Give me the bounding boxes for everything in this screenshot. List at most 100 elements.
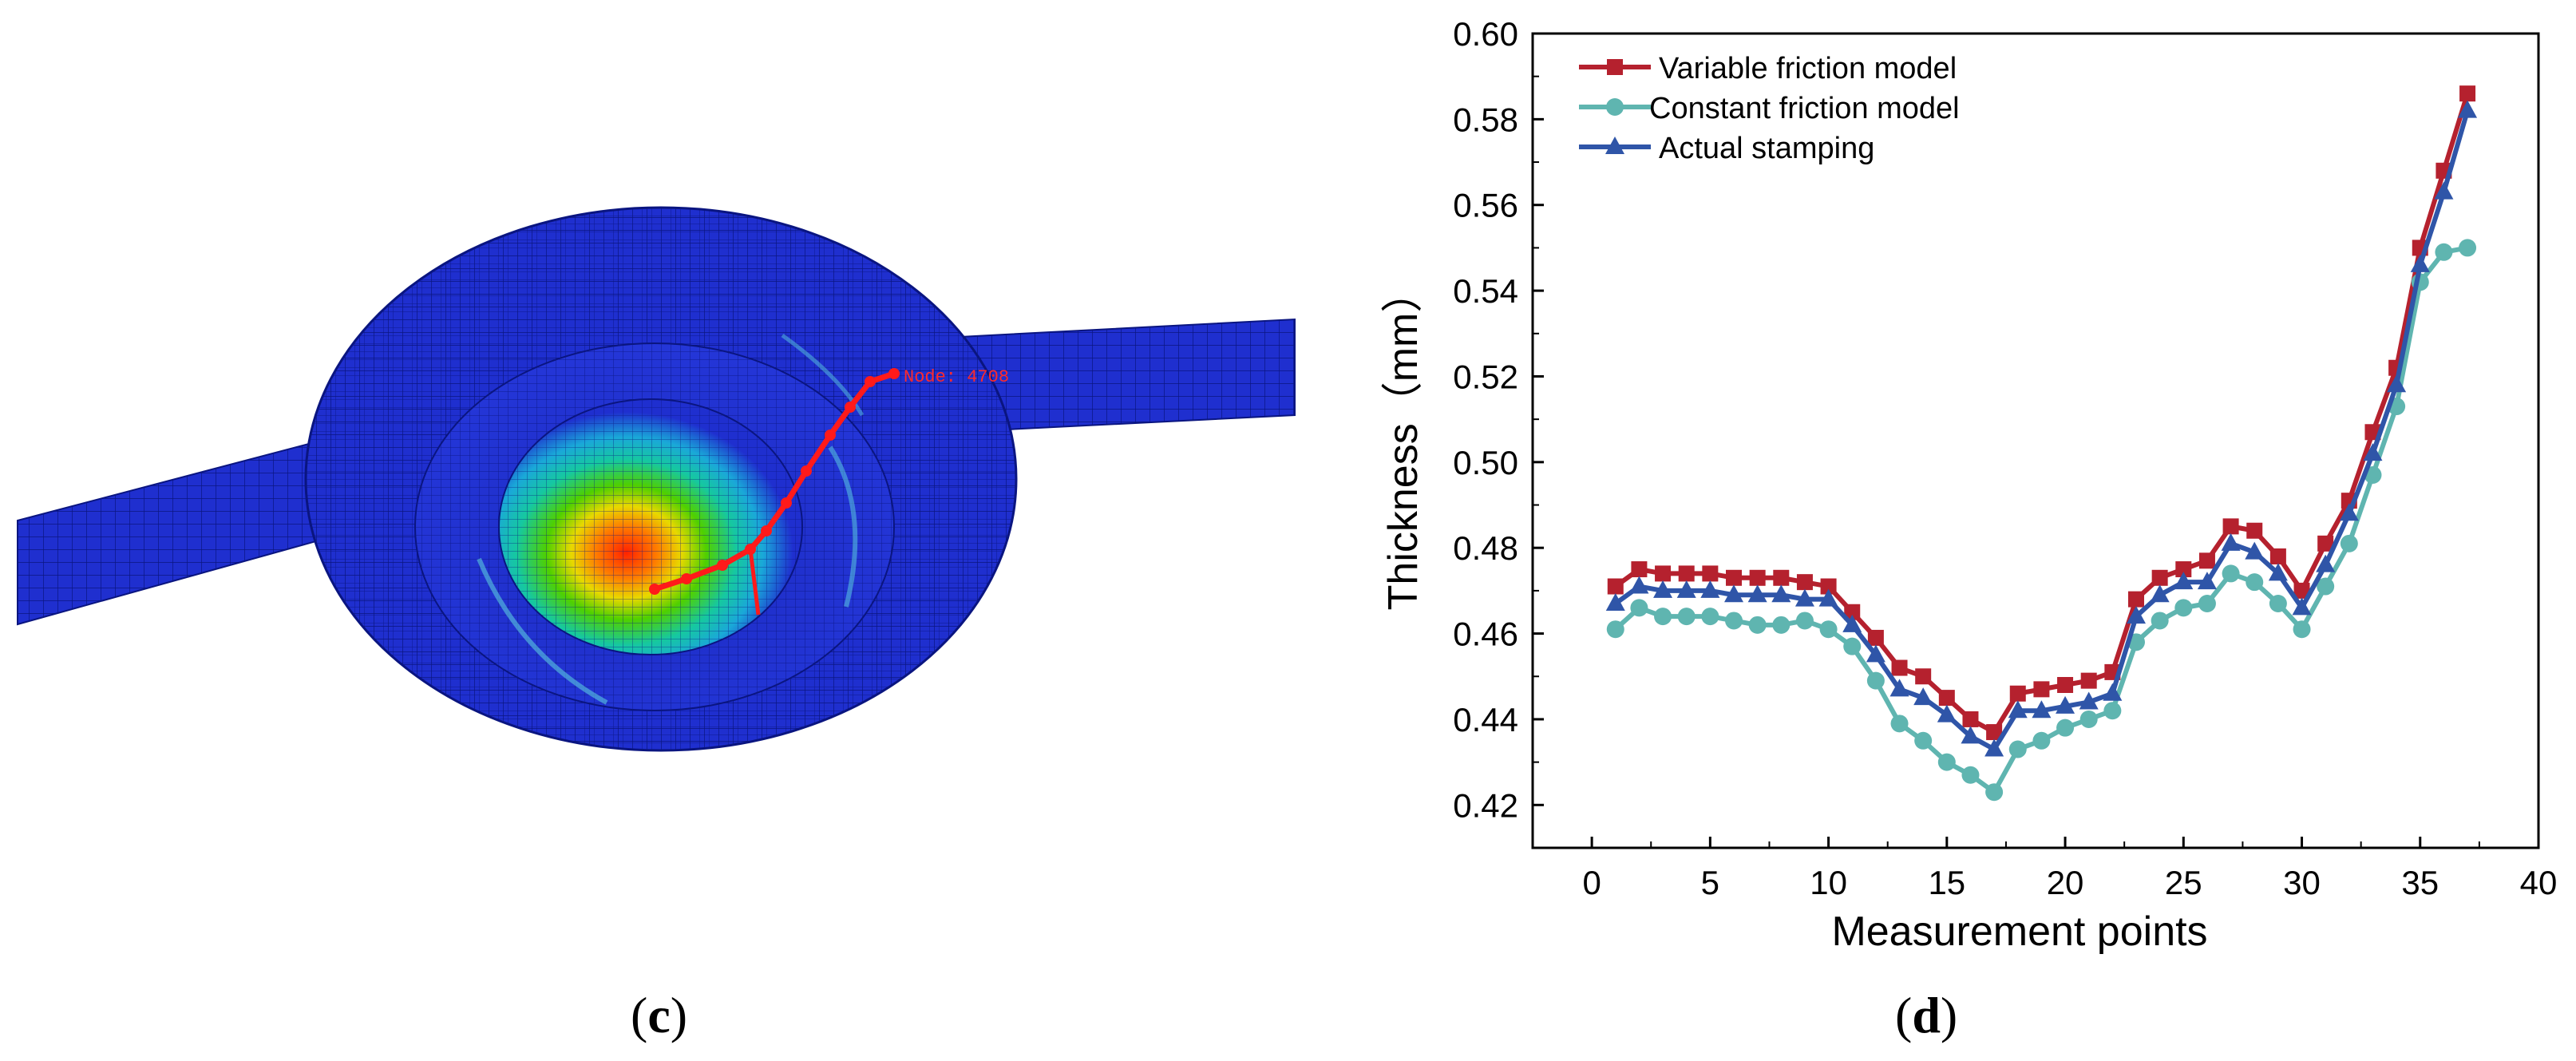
data-point (1630, 599, 1648, 617)
data-point (1701, 608, 1719, 626)
data-point (2103, 702, 2122, 720)
data-point (1676, 580, 1696, 598)
data-point (2410, 254, 2430, 272)
data-point (2317, 577, 2335, 596)
data-point (1961, 766, 1980, 784)
chart-axes: 0 5 10 15 20 25 30 35 40 0.42 0.44 0.46 0.48 0.50 0.52… (1380, 15, 2557, 955)
data-point (1607, 578, 1624, 595)
data-point (2246, 573, 2264, 592)
data-point (1890, 715, 1909, 733)
data-point (1866, 671, 1885, 690)
x-tick-label: 5 (1701, 864, 1719, 901)
data-point (1748, 616, 1767, 634)
legend-label: Constant friction model (1649, 92, 1960, 125)
x-tick-label: 10 (1810, 864, 1847, 901)
data-point (2198, 552, 2215, 569)
data-point (1606, 620, 1624, 639)
y-tick-label: 0.60 (1453, 15, 1518, 53)
data-point (1771, 584, 1791, 603)
y-tick-label: 0.58 (1453, 101, 1518, 138)
data-point (1605, 593, 1625, 611)
data-point (1726, 569, 1742, 586)
y-tick-label: 0.42 (1453, 786, 1518, 824)
data-point (2340, 534, 2358, 552)
data-point (2222, 564, 2240, 583)
data-point (1984, 738, 2004, 757)
data-point (2079, 691, 2099, 710)
data-point (2174, 572, 2194, 590)
data-point (1986, 724, 2003, 741)
data-point (2222, 518, 2239, 535)
data-point (1795, 612, 1814, 630)
x-tick-label: 15 (1928, 864, 1965, 901)
data-point (1725, 612, 1743, 630)
legend-marker (1605, 137, 1624, 154)
node-annotation: Node: 4708 (904, 367, 1009, 387)
data-point (2198, 595, 2216, 612)
data-point (1938, 690, 1955, 707)
data-point (2269, 595, 2287, 612)
data-point (2151, 569, 2168, 586)
series-line (1614, 93, 2470, 735)
legend-label: Actual stamping (1659, 132, 1874, 165)
data-point (1749, 569, 1766, 586)
data-point (1772, 616, 1791, 634)
data-point (1820, 578, 1837, 595)
data-point (1702, 565, 1719, 582)
legend-marker (1607, 59, 1623, 75)
data-point (1796, 574, 1813, 591)
chart-series (1605, 85, 2478, 802)
data-point (1677, 608, 1696, 626)
data-point (1889, 679, 1909, 697)
x-tick-label: 0 (1582, 864, 1601, 901)
data-point (2316, 554, 2336, 572)
series-square (1607, 85, 2476, 741)
data-point (1700, 580, 1720, 598)
x-tick-label: 40 (2520, 864, 2558, 901)
data-point (1914, 731, 1933, 750)
data-point (1843, 637, 1862, 655)
data-point (2103, 683, 2123, 701)
x-tick-label: 20 (2047, 864, 2084, 901)
series-triangle (1605, 100, 2478, 757)
y-tick-label: 0.54 (1453, 272, 1518, 310)
y-axis-title: Thickness（mm） (1380, 271, 1426, 611)
data-point (1747, 584, 1767, 603)
data-point (1773, 569, 1790, 586)
data-point (2458, 100, 2478, 118)
y-tick-label: 0.56 (1453, 187, 1518, 224)
y-tick-label: 0.50 (1453, 444, 1518, 481)
x-axis-title: Measurement points (1831, 909, 2207, 955)
data-point (1915, 668, 1932, 685)
data-point (2056, 695, 2075, 714)
data-point (2150, 584, 2170, 603)
data-point (2245, 541, 2265, 560)
x-tick-label: 35 (2401, 864, 2439, 901)
fea-mesh-panel: Node: 4708 (17, 206, 1296, 752)
data-point (1937, 704, 1957, 723)
data-point (1891, 659, 1908, 676)
y-tick-label: 0.44 (1453, 701, 1518, 738)
data-point (1794, 588, 1814, 607)
data-point (2387, 374, 2407, 393)
x-tick-label: 25 (2165, 864, 2202, 901)
data-point (2293, 620, 2311, 639)
data-point (2032, 700, 2052, 719)
data-point (1961, 726, 1980, 744)
data-point (2293, 582, 2310, 599)
data-point (1629, 576, 1649, 594)
series-circle (1606, 239, 2477, 802)
data-point (2434, 181, 2454, 200)
y-tick-label: 0.46 (1453, 616, 1518, 653)
data-point (1866, 644, 1886, 663)
data-point (2057, 677, 2074, 693)
data-point (1913, 687, 1933, 706)
data-point (1678, 565, 1695, 582)
data-point (2151, 612, 2169, 630)
data-point (2009, 685, 2026, 702)
data-point (1867, 629, 1884, 646)
data-point (2363, 443, 2383, 461)
data-point (1985, 783, 2004, 802)
y-tick-label: 0.48 (1453, 529, 1518, 567)
data-point (2174, 599, 2193, 617)
